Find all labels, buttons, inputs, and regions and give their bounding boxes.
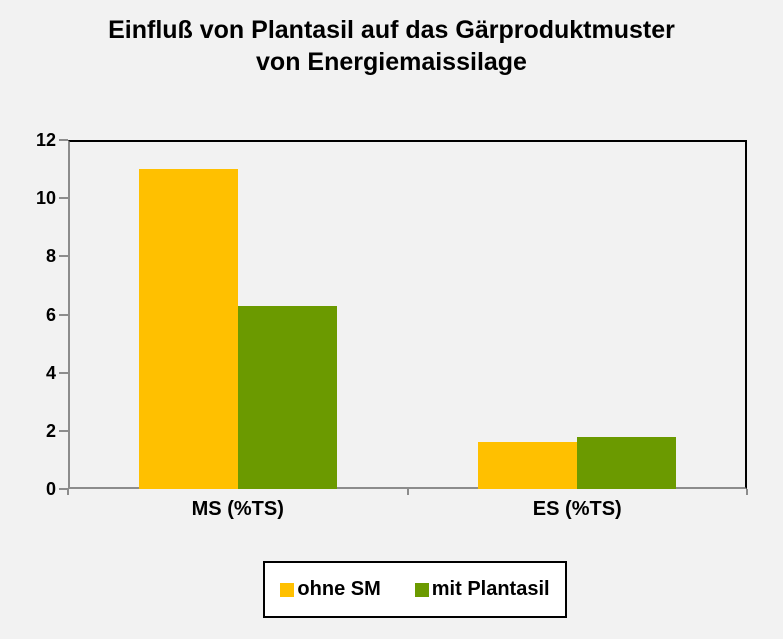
y-axis-tick-label-0: 0 <box>45 479 56 499</box>
chart-title-line-1: Einfluß von Plantasil auf das Gärprodukt… <box>108 16 675 44</box>
x-axis-category-label-es: ES (%TS) <box>532 498 622 520</box>
legend-swatch-mit-plantasil <box>414 582 429 597</box>
x-axis-tick-mark-1 <box>406 489 409 495</box>
y-axis-tick-mark-12 <box>59 139 68 141</box>
legend-entry-mit-plantasil: mit Plantasil <box>414 578 550 601</box>
x-axis-tick-mark-0 <box>67 489 69 495</box>
legend-label-ohne-sm: ohne SM <box>297 578 381 600</box>
chart-title: Einfluß von Plantasil auf das Gärprodukt… <box>0 14 783 78</box>
y-axis-tick-mark-6 <box>59 313 68 316</box>
y-axis-tick-mark-0 <box>59 488 68 490</box>
chart-title-line-2: von Energiemaissilage <box>256 48 527 76</box>
legend: ohne SM mit Plantasil <box>263 561 567 618</box>
legend-swatch-ohne-sm <box>280 582 295 597</box>
bar-ohne-sm-ms <box>138 169 238 489</box>
x-axis-tick-mark-2 <box>746 489 748 495</box>
bar-mit-plantasil-ms <box>237 305 337 489</box>
y-axis-tick-label-4: 4 <box>45 362 56 383</box>
plot-area <box>68 140 747 489</box>
legend-label-mit-plantasil: mit Plantasil <box>431 578 550 600</box>
y-axis-tick-mark-4 <box>59 371 68 374</box>
y-axis-tick-label-8: 8 <box>45 246 56 267</box>
legend-entry-ohne-sm: ohne SM <box>280 578 381 601</box>
y-axis-tick-label-10: 10 <box>35 188 56 209</box>
y-axis-tick-mark-10 <box>59 197 68 200</box>
bar-ohne-sm-es <box>478 442 578 489</box>
x-axis-category-label-ms: MS (%TS) <box>191 498 284 520</box>
y-axis-tick-label-6: 6 <box>45 304 56 325</box>
bar-mit-plantasil-es <box>577 436 677 489</box>
y-axis-tick-mark-2 <box>59 429 68 432</box>
y-axis-tick-mark-8 <box>59 255 68 258</box>
y-axis-tick-label-2: 2 <box>45 420 56 441</box>
y-axis-tick-label-12: 12 <box>35 130 56 150</box>
